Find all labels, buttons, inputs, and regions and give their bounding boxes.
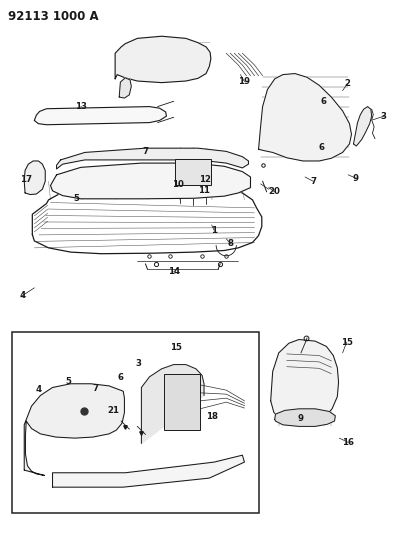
Text: 4: 4 <box>35 385 42 393</box>
Text: 92113 1000 A: 92113 1000 A <box>8 10 99 22</box>
Polygon shape <box>271 340 339 425</box>
Text: 6: 6 <box>318 143 324 152</box>
Text: 14: 14 <box>168 268 180 276</box>
Text: 7: 7 <box>92 384 98 392</box>
Text: 7: 7 <box>310 177 316 185</box>
Polygon shape <box>24 384 124 475</box>
Polygon shape <box>115 36 211 83</box>
Polygon shape <box>57 148 248 169</box>
Text: 7: 7 <box>142 148 149 156</box>
Text: 19: 19 <box>238 77 250 86</box>
Text: 15: 15 <box>170 343 182 352</box>
Text: 4: 4 <box>19 292 25 300</box>
Polygon shape <box>34 107 166 125</box>
Text: 6: 6 <box>118 373 123 382</box>
Text: 8: 8 <box>227 239 233 248</box>
Text: 13: 13 <box>75 102 87 111</box>
Polygon shape <box>354 107 372 146</box>
Text: 2: 2 <box>345 79 350 88</box>
Text: 10: 10 <box>172 181 184 189</box>
Text: 17: 17 <box>20 175 32 184</box>
Polygon shape <box>53 455 244 487</box>
Bar <box>12 332 259 513</box>
Text: 3: 3 <box>381 112 387 120</box>
Text: 18: 18 <box>206 413 218 421</box>
Text: 15: 15 <box>341 338 353 346</box>
Text: 9: 9 <box>353 174 358 182</box>
Text: 12: 12 <box>199 175 211 184</box>
Text: 5: 5 <box>66 377 72 385</box>
Bar <box>175 159 211 185</box>
Text: 1: 1 <box>211 226 217 235</box>
Text: 5: 5 <box>74 194 80 203</box>
Polygon shape <box>119 78 131 98</box>
Polygon shape <box>259 74 351 161</box>
Polygon shape <box>275 409 335 426</box>
Text: 20: 20 <box>269 188 281 196</box>
Polygon shape <box>50 163 250 199</box>
Polygon shape <box>141 365 204 443</box>
Text: 6: 6 <box>320 97 326 106</box>
Text: 21: 21 <box>107 406 119 415</box>
Text: 9: 9 <box>297 414 303 423</box>
Text: 3: 3 <box>135 359 141 368</box>
Text: 16: 16 <box>342 438 354 447</box>
Polygon shape <box>24 161 45 195</box>
Text: 11: 11 <box>198 186 210 195</box>
Bar <box>164 374 200 430</box>
